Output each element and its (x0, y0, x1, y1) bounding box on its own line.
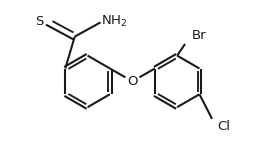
Text: NH$_2$: NH$_2$ (101, 14, 128, 29)
Text: S: S (35, 15, 43, 28)
Text: Br: Br (191, 29, 206, 42)
Text: Cl: Cl (217, 120, 230, 133)
Text: O: O (127, 75, 138, 88)
